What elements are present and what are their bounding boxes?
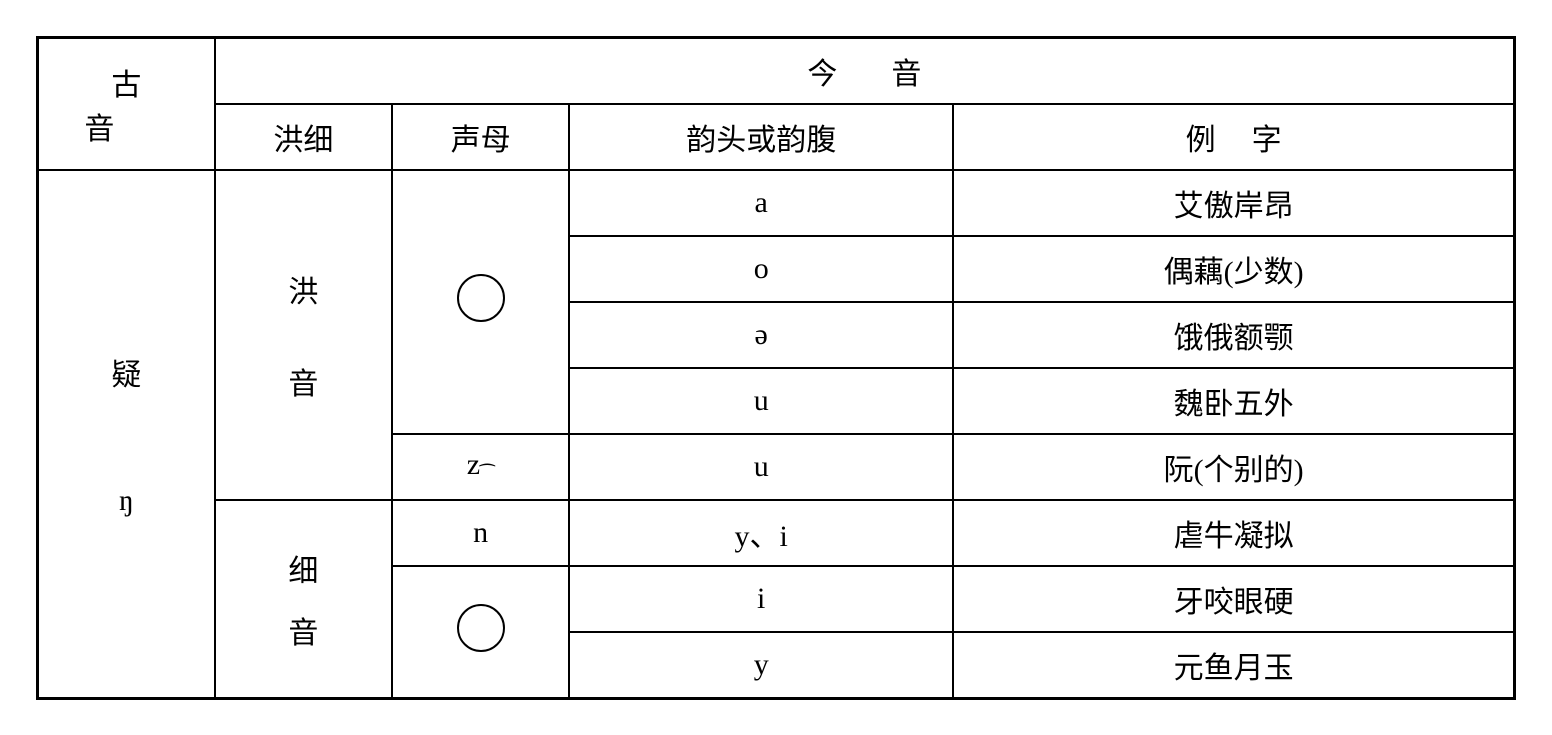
header-guyin-text: 古音 — [57, 69, 195, 146]
yun-cell: i — [569, 566, 953, 632]
zero-initial-icon — [457, 604, 505, 652]
shengmu-z-base: z — [467, 448, 480, 481]
yun-cell: a — [569, 170, 953, 236]
shengmu-n: n — [392, 500, 569, 566]
header-shengmu: 声母 — [392, 104, 569, 170]
guyin-cell: 疑 ŋ — [38, 170, 215, 699]
hongxi-hong: 洪 音 — [215, 170, 392, 500]
yun-cell: y — [569, 632, 953, 699]
guyin-ipa: ŋ — [119, 484, 134, 518]
shengmu-z: z⁀ — [392, 434, 569, 500]
yun-cell: o — [569, 236, 953, 302]
header-lizi: 例字 — [953, 104, 1514, 170]
header-hongxi: 洪细 — [215, 104, 392, 170]
yun-cell: u — [569, 434, 953, 500]
header-guyin: 古音 — [38, 37, 215, 170]
hong-ch1: 洪 — [288, 267, 318, 311]
yun-cell: u — [569, 368, 953, 434]
shengmu-circle-1 — [392, 170, 569, 434]
lizi-cell: 虐牛凝拟 — [953, 500, 1514, 566]
yun-cell: ə — [569, 302, 953, 368]
zero-initial-icon — [457, 274, 505, 322]
header-yuntou: 韵头或韵腹 — [569, 104, 953, 170]
phonology-table-container: 古音 今音 洪细 声母 韵头或韵腹 例字 疑 ŋ 洪 音 a — [36, 36, 1516, 700]
header-jinyin-text: 今音 — [753, 58, 975, 91]
lizi-cell: 偶藕(少数) — [953, 236, 1514, 302]
hongxi-xi: 细 音 — [215, 500, 392, 699]
phonology-table: 古音 今音 洪细 声母 韵头或韵腹 例字 疑 ŋ 洪 音 a — [36, 36, 1516, 700]
xi-ch1: 细 — [288, 546, 318, 590]
guyin-name: 疑 — [111, 350, 141, 394]
lizi-cell: 阮(个别的) — [953, 434, 1514, 500]
lizi-cell: 魏卧五外 — [953, 368, 1514, 434]
hong-ch2: 音 — [288, 359, 318, 403]
lizi-cell: 艾傲岸昂 — [953, 170, 1514, 236]
shengmu-circle-2 — [392, 566, 569, 699]
header-lizi-text: 例字 — [1150, 124, 1318, 157]
yun-cell: y、i — [569, 500, 953, 566]
lizi-cell: 元鱼月玉 — [953, 632, 1514, 699]
xi-ch2: 音 — [288, 608, 318, 652]
header-jinyin: 今音 — [215, 37, 1515, 104]
lizi-cell: 牙咬眼硬 — [953, 566, 1514, 632]
lizi-cell: 饿俄额颚 — [953, 302, 1514, 368]
